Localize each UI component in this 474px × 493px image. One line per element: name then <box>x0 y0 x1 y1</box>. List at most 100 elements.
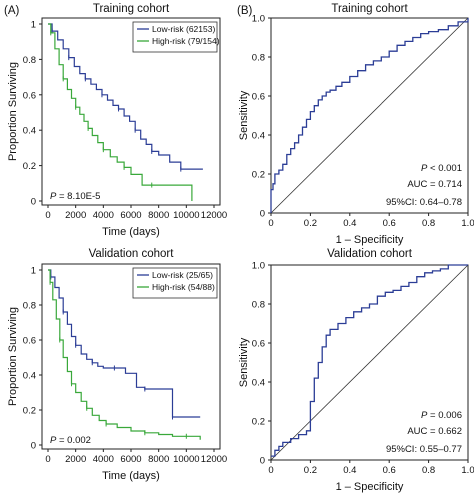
roc-training-ytick-label-0: 0 <box>260 209 265 220</box>
km-validation-ytick-label-3: 0.6 <box>23 336 36 347</box>
km-training-ylabel: Proportion Surviving <box>7 62 19 161</box>
roc-training-xtick-label-2: 0.4 <box>343 218 356 229</box>
km-validation-legend-high-risk-label: High-risk (54/88) <box>152 282 215 292</box>
roc-validation-xtick-label-4: 0.8 <box>422 465 435 476</box>
roc-validation-reference-diagonal <box>270 264 469 461</box>
roc-training-ylabel: Sensitivity <box>238 90 250 140</box>
km-training-ytick-label-2: 0.4 <box>23 126 36 137</box>
roc-validation-ytick-label-0: 0 <box>260 456 265 467</box>
roc-validation-ytick-label-2: 0.4 <box>252 378 265 389</box>
roc-validation-xtick-label-2: 0.4 <box>343 465 356 476</box>
roc-validation-xtick-label-3: 0.6 <box>383 465 396 476</box>
km-validation-p-value-text: = 0.002 <box>56 435 91 446</box>
roc-validation-ytick-label-5: 1.0 <box>252 261 265 272</box>
roc-training-xtick-label-5: 1.0 <box>461 218 474 229</box>
roc-training-ytick-label-1: 0.2 <box>252 170 265 181</box>
roc-validation-xlabel: 1 – Specificity <box>336 481 404 493</box>
roc-validation-frame <box>270 264 469 461</box>
km-validation-high-risk-curve <box>48 269 201 440</box>
km-training-panel: Training cohort 0 2000 4000 6000 8000 10000 120… <box>7 3 227 238</box>
roc-training-p-value-text: < 0.001 <box>427 163 462 174</box>
km-training-xtick-label-3: 6000 <box>120 210 141 221</box>
roc-training-ytick-label-5: 1.0 <box>252 14 265 25</box>
roc-validation-panel: Validation cohort 0 0.2 0.4 0.6 0.8 1.0 0 0.2 0.4… <box>238 248 474 493</box>
roc-validation-xtick-label-5: 1.0 <box>461 465 474 476</box>
km-validation-legend <box>132 267 218 299</box>
roc-validation-ylabel: Sensitivity <box>238 337 250 387</box>
roc-training-ci: 95%CI: 0.64–0.78 <box>386 197 462 208</box>
roc-training-frame <box>270 17 469 214</box>
roc-training-xtick-label-3: 0.6 <box>383 218 396 229</box>
km-validation-ytick-label-0: 0 <box>31 441 36 452</box>
roc-training-p-symbol: P <box>421 163 428 174</box>
km-validation-p-annotation: P = 0.002 <box>50 435 91 446</box>
km-validation-p-symbol: P <box>50 435 57 446</box>
km-validation-ylabel: Proportion Surviving <box>7 307 19 406</box>
km-training-xlabel: Time (days) <box>102 226 160 238</box>
roc-validation-ci: 95%CI: 0.55–0.77 <box>386 444 462 455</box>
km-training-ytick-label-0: 0 <box>31 197 36 208</box>
km-training-xtick-label-2: 4000 <box>93 210 114 221</box>
roc-validation-ytick-label-3: 0.6 <box>252 339 265 350</box>
km-validation-xtick-label-1: 2000 <box>65 454 86 465</box>
km-training-p-value-text: = 8.10E-5 <box>56 191 100 202</box>
roc-validation-p-value-text: = 0.006 <box>427 410 462 421</box>
km-training-legend-low-risk-label: Low-risk (62153) <box>152 24 215 34</box>
panel-a-label: (A) <box>4 5 20 17</box>
km-training-p-annotation: P = 8.10E-5 <box>50 191 100 202</box>
km-validation-ytick-label-4: 0.8 <box>23 301 36 312</box>
km-validation-xtick-label-4: 8000 <box>148 454 169 465</box>
roc-training-roc-curve <box>270 18 469 213</box>
roc-validation-xtick-label-1: 0.2 <box>304 465 317 476</box>
roc-training-auc: AUC = 0.714 <box>407 179 462 190</box>
roc-training-ytick-label-4: 0.8 <box>252 53 265 64</box>
km-training-ytick-label-1: 0.2 <box>23 161 36 172</box>
km-training-xtick-label-4: 8000 <box>148 210 169 221</box>
roc-training-xlabel: 1 – Specificity <box>336 234 404 246</box>
km-training-low-risk-curve <box>48 23 203 170</box>
km-training-ytick-label-3: 0.6 <box>23 90 36 101</box>
roc-training-xtick-label-4: 0.8 <box>422 218 435 229</box>
km-training-xtick-label-6: 12000 <box>201 210 227 221</box>
km-validation-legend-low-risk-label: Low-risk (25/65) <box>152 270 213 280</box>
roc-training-panel: Training cohort 0 0.2 0.4 0.6 0.8 1.0 0 0.2 0.4 0.… <box>238 3 474 246</box>
km-training-legend <box>132 21 218 53</box>
km-validation-ytick-label-5: 1 <box>31 266 36 277</box>
roc-validation-p-value: P = 0.006 <box>421 410 462 421</box>
km-validation-xlabel: Time (days) <box>102 470 160 482</box>
roc-validation-auc: AUC = 0.662 <box>407 426 462 437</box>
roc-training-ytick-label-2: 0.4 <box>252 131 265 142</box>
km-training-xtick-label-1: 2000 <box>65 210 86 221</box>
roc-validation-title: Validation cohort <box>327 248 413 260</box>
roc-training-p-value: P < 0.001 <box>421 163 462 174</box>
roc-validation-p-symbol: P <box>421 410 428 421</box>
roc-training-xtick-label-0: 0 <box>268 218 273 229</box>
km-training-ytick-label-5: 1 <box>31 20 36 31</box>
km-training-xtick-label-5: 10000 <box>173 210 199 221</box>
km-validation-ytick-label-1: 0.2 <box>23 406 36 417</box>
km-training-high-risk-curve <box>48 23 193 201</box>
km-validation-xtick-label-0: 0 <box>45 454 50 465</box>
km-validation-xtick-label-2: 4000 <box>93 454 114 465</box>
roc-training-xtick-label-1: 0.2 <box>304 218 317 229</box>
km-validation-xtick-label-5: 10000 <box>173 454 199 465</box>
km-validation-xtick-label-3: 6000 <box>120 454 141 465</box>
km-training-title: Training cohort <box>93 3 170 15</box>
roc-validation-ytick-label-1: 0.2 <box>252 417 265 428</box>
roc-validation-xtick-label-0: 0 <box>268 465 273 476</box>
km-validation-xtick-label-6: 12000 <box>201 454 227 465</box>
roc-validation-ytick-label-4: 0.8 <box>252 300 265 311</box>
panel-b-label: (B) <box>237 5 253 17</box>
km-training-xtick-label-0: 0 <box>45 210 50 221</box>
km-validation-title: Validation cohort <box>89 248 175 260</box>
km-training-ytick-label-4: 0.8 <box>23 55 36 66</box>
km-validation-ytick-label-2: 0.4 <box>23 371 36 382</box>
km-training-legend-high-risk-label: High-risk (79/154) <box>152 36 220 46</box>
km-training-p-symbol: P <box>50 191 57 202</box>
roc-training-title: Training cohort <box>331 3 408 15</box>
roc-validation-roc-curve <box>271 264 468 457</box>
roc-training-ytick-label-3: 0.6 <box>252 92 265 103</box>
roc-training-reference-diagonal <box>270 17 469 214</box>
